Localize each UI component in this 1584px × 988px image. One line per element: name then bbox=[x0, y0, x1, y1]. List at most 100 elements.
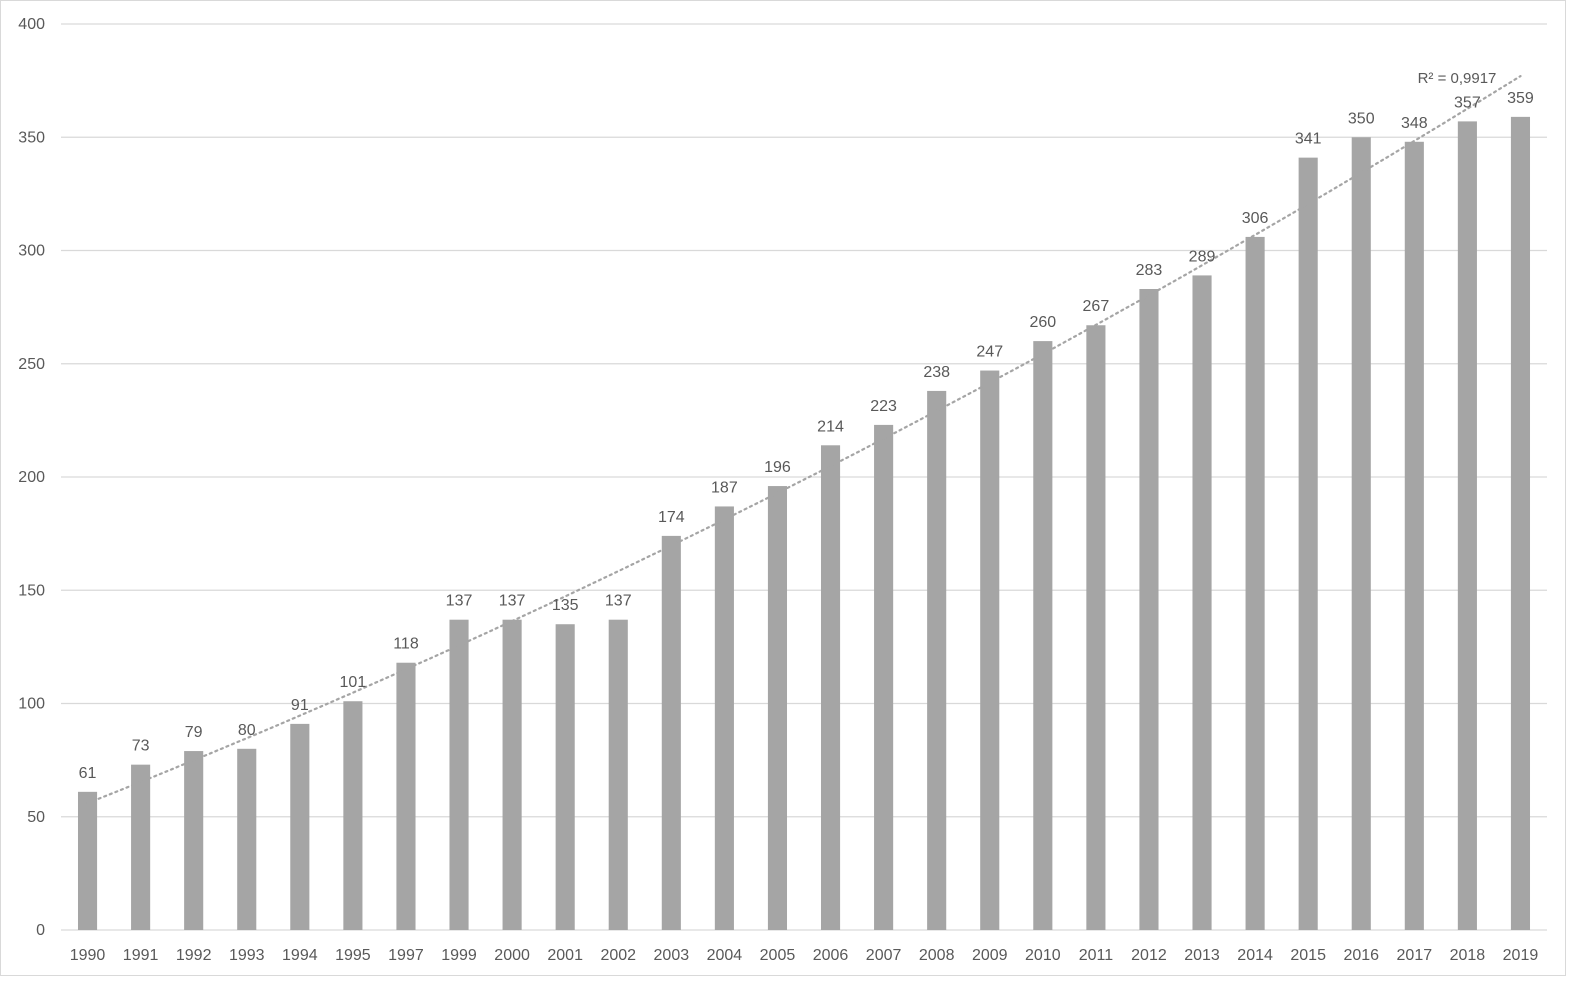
bar bbox=[502, 619, 522, 930]
data-label: 247 bbox=[976, 344, 1003, 361]
bar bbox=[237, 748, 257, 930]
trendline-group bbox=[86, 74, 1522, 805]
x-tick-label: 2009 bbox=[972, 947, 1008, 964]
y-tick-label: 250 bbox=[18, 356, 45, 373]
bar bbox=[980, 370, 1000, 930]
data-label: 223 bbox=[870, 398, 897, 415]
bar bbox=[449, 619, 469, 930]
bar bbox=[661, 535, 681, 930]
bar bbox=[555, 624, 575, 930]
data-label: 91 bbox=[291, 697, 309, 714]
data-label: 289 bbox=[1189, 248, 1216, 265]
bar-chart: 0 50 100 150 200 250 300 350 400 61 73 79 80 91 101 11… bbox=[18, 16, 1547, 964]
data-label: 348 bbox=[1401, 115, 1428, 132]
data-label: 73 bbox=[132, 738, 150, 755]
data-label: 137 bbox=[499, 593, 526, 610]
y-tick-label: 400 bbox=[18, 16, 45, 33]
data-label: 306 bbox=[1242, 210, 1269, 227]
x-tick-label: 1993 bbox=[229, 947, 265, 964]
bar bbox=[396, 662, 416, 930]
x-tick-label: 2010 bbox=[1025, 947, 1061, 964]
x-tick-label: 1992 bbox=[176, 947, 212, 964]
bar bbox=[131, 764, 151, 930]
x-tick-label: 2006 bbox=[813, 947, 849, 964]
y-tick-label: 150 bbox=[18, 582, 45, 599]
data-label: 341 bbox=[1295, 131, 1322, 148]
data-label: 187 bbox=[711, 479, 738, 496]
bar bbox=[343, 701, 363, 930]
bar bbox=[1351, 137, 1371, 930]
bar bbox=[874, 424, 894, 930]
bar bbox=[1245, 236, 1265, 930]
x-tick-label: 2001 bbox=[547, 947, 583, 964]
bar bbox=[1033, 341, 1053, 931]
bar bbox=[927, 390, 947, 930]
trendline-r-squared-label: R² = 0,9917 bbox=[1418, 70, 1497, 87]
data-label: 137 bbox=[605, 593, 632, 610]
x-tick-label: 2005 bbox=[760, 947, 796, 964]
gridlines bbox=[61, 23, 1547, 931]
data-label: 80 bbox=[238, 722, 256, 739]
bar bbox=[1298, 157, 1318, 930]
x-tick-label: 2013 bbox=[1184, 947, 1220, 964]
data-label: 196 bbox=[764, 459, 791, 476]
x-tick-label: 2012 bbox=[1131, 947, 1167, 964]
x-tick-label: 1994 bbox=[282, 947, 318, 964]
chart-frame: 0 50 100 150 200 250 300 350 400 61 73 79 80 91 101 11… bbox=[0, 0, 1566, 976]
data-label: 79 bbox=[185, 724, 203, 741]
bar bbox=[1510, 116, 1531, 931]
data-label: 61 bbox=[79, 765, 97, 782]
x-tick-label: 2011 bbox=[1079, 947, 1114, 964]
data-label: 214 bbox=[817, 418, 844, 435]
x-tick-label: 1999 bbox=[441, 947, 477, 964]
bar bbox=[184, 751, 204, 930]
bar bbox=[290, 723, 310, 930]
y-tick-label: 0 bbox=[36, 922, 45, 939]
data-label: 283 bbox=[1136, 262, 1163, 279]
data-label: 137 bbox=[446, 593, 473, 610]
data-label: 357 bbox=[1454, 94, 1481, 111]
data-label: 118 bbox=[393, 636, 419, 653]
y-tick-label: 100 bbox=[18, 696, 45, 713]
y-tick-label: 300 bbox=[18, 243, 45, 260]
bars bbox=[77, 116, 1531, 931]
x-tick-label: 1991 bbox=[123, 947, 159, 964]
data-label: 135 bbox=[552, 597, 579, 614]
bar bbox=[714, 506, 734, 930]
bar bbox=[767, 486, 788, 930]
bar bbox=[77, 791, 98, 930]
y-axis-ticks: 0 50 100 150 200 250 300 350 400 bbox=[18, 16, 45, 939]
x-tick-label: 2015 bbox=[1290, 947, 1326, 964]
data-label: 267 bbox=[1083, 298, 1110, 315]
x-tick-label: 2002 bbox=[600, 947, 636, 964]
x-tick-label: 2004 bbox=[707, 947, 743, 964]
bar bbox=[1192, 275, 1212, 930]
x-tick-label: 2018 bbox=[1450, 947, 1486, 964]
bar bbox=[820, 445, 841, 930]
data-label: 174 bbox=[658, 509, 685, 526]
x-tick-label: 2000 bbox=[494, 947, 530, 964]
data-label: 238 bbox=[923, 364, 950, 381]
trendline bbox=[86, 74, 1522, 805]
data-labels: 61 73 79 80 91 101 118 137 137 135 137 174 187 196 214… bbox=[79, 90, 1534, 782]
data-label: 350 bbox=[1348, 110, 1375, 127]
bar bbox=[1139, 289, 1159, 930]
x-tick-label: 2016 bbox=[1343, 947, 1379, 964]
bar bbox=[1457, 121, 1477, 930]
x-tick-label: 1997 bbox=[388, 947, 424, 964]
x-tick-label: 1990 bbox=[70, 947, 106, 964]
x-tick-label: 2014 bbox=[1237, 947, 1273, 964]
x-axis-ticks: 1990 1991 1992 1993 1994 1995 1997 1999 2000 2001… bbox=[70, 947, 1539, 964]
bar bbox=[1404, 141, 1424, 930]
bar bbox=[1086, 325, 1106, 930]
y-tick-label: 50 bbox=[27, 809, 45, 826]
bar bbox=[608, 619, 628, 930]
data-label: 359 bbox=[1507, 90, 1534, 107]
y-tick-label: 200 bbox=[18, 469, 45, 486]
x-tick-label: 2008 bbox=[919, 947, 955, 964]
x-tick-label: 2003 bbox=[654, 947, 690, 964]
x-tick-label: 2019 bbox=[1503, 947, 1539, 964]
y-tick-label: 350 bbox=[18, 129, 45, 146]
x-tick-label: 1995 bbox=[335, 947, 371, 964]
x-tick-label: 2007 bbox=[866, 947, 902, 964]
